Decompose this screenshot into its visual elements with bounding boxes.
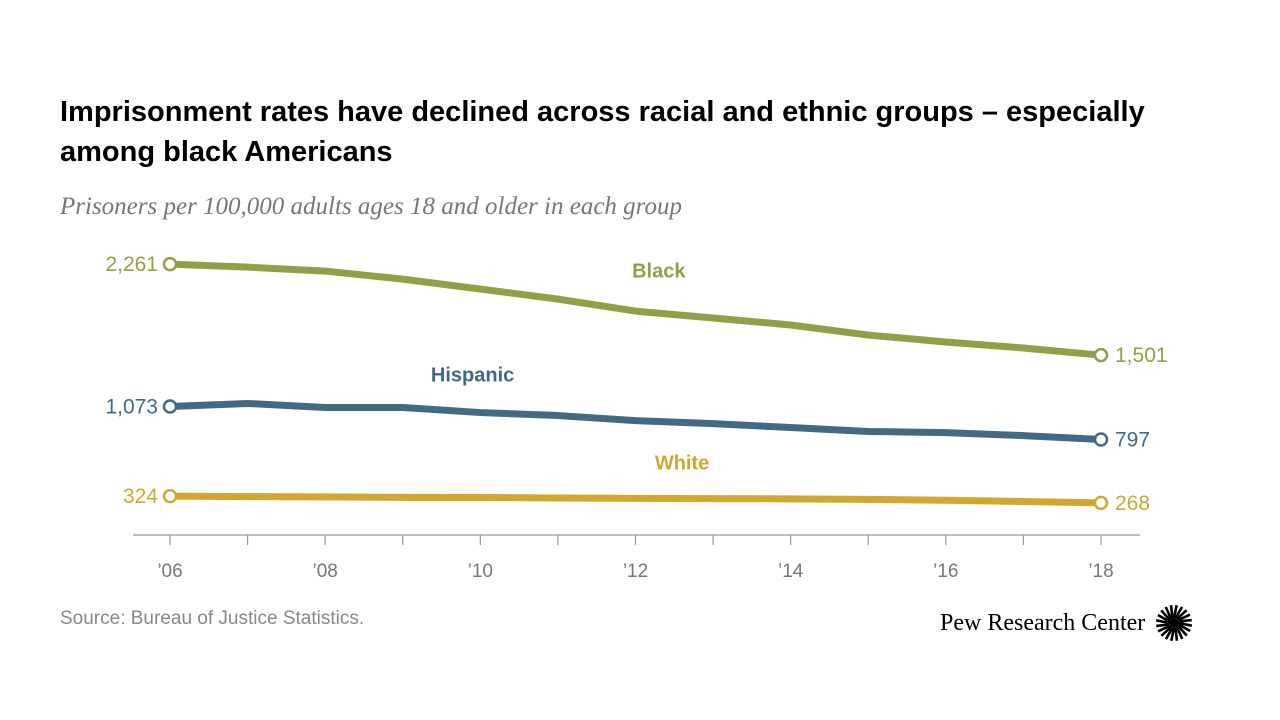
data-label: 324: [123, 485, 158, 508]
chart-subtitle: Prisoners per 100,000 adults ages 18 and…: [60, 193, 682, 220]
x-tick-label: ’08: [312, 561, 337, 582]
data-label: 1,073: [105, 395, 158, 418]
sunburst-ray: [1172, 604, 1179, 619]
sunburst-ray: [1170, 605, 1175, 619]
chart-title: Imprisonment rates have declined across …: [60, 96, 1145, 168]
data-label: 797: [1115, 429, 1150, 452]
sunburst-ray: [1160, 609, 1172, 621]
source-note: Source: Bureau of Justice Statistics.: [60, 608, 365, 629]
sunburst-ray: [1174, 606, 1184, 619]
data-point: [1093, 432, 1109, 447]
sunburst-ray: [1157, 613, 1171, 623]
series-label: Black: [632, 260, 686, 282]
sunburst-ray: [1165, 627, 1174, 640]
x-tick-label: ’14: [778, 561, 804, 582]
data-label: 1,501: [1115, 344, 1168, 367]
pew-sunburst-icon: [1156, 604, 1193, 642]
sunburst-ray: [1177, 613, 1191, 622]
x-tick-label: ’06: [157, 561, 182, 582]
data-point: [162, 488, 178, 504]
sunburst-ray: [1160, 626, 1173, 637]
sunburst-ray: [1164, 606, 1173, 620]
sunburst-ray: [1156, 619, 1170, 625]
sunburst-ray: [1157, 624, 1171, 633]
sunburst-ray: [1177, 625, 1189, 637]
sunburst-ray: [1176, 626, 1184, 640]
data-label: 268: [1115, 492, 1150, 515]
pew-logo: Pew Research Center: [940, 604, 1193, 642]
sunburst-ray: [1178, 621, 1193, 627]
series-line-hispanic: [166, 399, 1105, 444]
logo-text: Pew Research Center: [940, 609, 1146, 636]
data-point: [162, 256, 178, 272]
series-line-white: [166, 492, 1105, 507]
sunburst-ray: [1176, 609, 1188, 620]
data-point: [1093, 495, 1109, 511]
sunburst-ray: [1174, 627, 1179, 641]
series-line-black: [166, 260, 1105, 359]
x-tick-label: ’10: [468, 561, 493, 582]
data-point: [162, 399, 178, 414]
series-label: White: [655, 453, 709, 475]
data-label: 2,261: [105, 253, 158, 276]
sunburst-ray: [1170, 627, 1176, 642]
series-label: Hispanic: [431, 365, 514, 387]
sunburst-ray: [1178, 618, 1193, 623]
x-tick-label: ’18: [1088, 561, 1113, 582]
sunburst-ray: [1178, 623, 1192, 633]
x-tick-label: ’12: [623, 561, 648, 582]
sunburst-center: [1169, 618, 1180, 628]
x-tick-label: ’16: [933, 561, 958, 582]
sunburst-ray: [1156, 623, 1170, 628]
data-point: [1093, 347, 1109, 363]
